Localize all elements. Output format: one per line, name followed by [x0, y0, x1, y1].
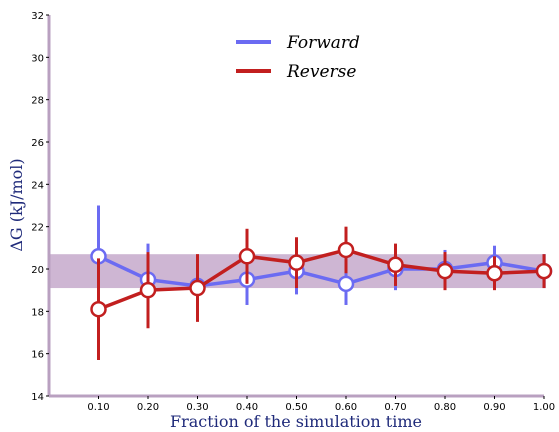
y-tick-label: 30 [31, 53, 44, 64]
series-line [97, 254, 545, 288]
data-point [486, 264, 503, 282]
y-tick-label: 14 [31, 392, 44, 403]
data-point [189, 279, 206, 297]
x-tick-label: 0.50 [285, 402, 307, 413]
legend-label-forward: Forward [286, 33, 360, 53]
series-reverse [90, 226, 553, 361]
data-point [387, 256, 404, 274]
data-point [288, 254, 305, 271]
y-tick-label: 18 [31, 307, 44, 318]
x-tick-label: 0.40 [236, 402, 258, 413]
y-tick-label: 28 [31, 96, 44, 107]
x-tick-label: 0.20 [137, 402, 159, 413]
data-point [337, 275, 355, 293]
y-tick-label: 16 [31, 350, 44, 361]
x-tick-label: 0.60 [335, 402, 357, 413]
x-tick-label: 0.30 [186, 402, 208, 413]
y-tick-label: 20 [31, 265, 44, 276]
legend-label-reverse: Reverse [286, 62, 356, 82]
y-axis-title: ΔG (kJ/mol) [7, 158, 26, 251]
y-tick-label: 26 [31, 138, 44, 149]
x-tick-label: 0.90 [483, 402, 505, 413]
x-axis-title: Fraction of the simulation time [170, 412, 422, 431]
y-tick-label: 32 [31, 11, 44, 22]
data-point [535, 262, 553, 280]
x-tick-label: 0.10 [87, 402, 109, 413]
y-tick-label: 22 [31, 223, 44, 234]
data-point [139, 281, 157, 299]
x-tick-label: 0.80 [434, 402, 456, 413]
data-point [337, 241, 355, 259]
data-point [90, 300, 107, 318]
data-point [238, 248, 256, 265]
x-tick-label: 1.00 [533, 402, 555, 413]
legend: Forward Reverse [236, 33, 360, 82]
y-tick-label: 24 [31, 180, 44, 191]
x-tick-label: 0.70 [384, 402, 406, 413]
series-line [97, 248, 545, 311]
data-point [436, 262, 454, 280]
